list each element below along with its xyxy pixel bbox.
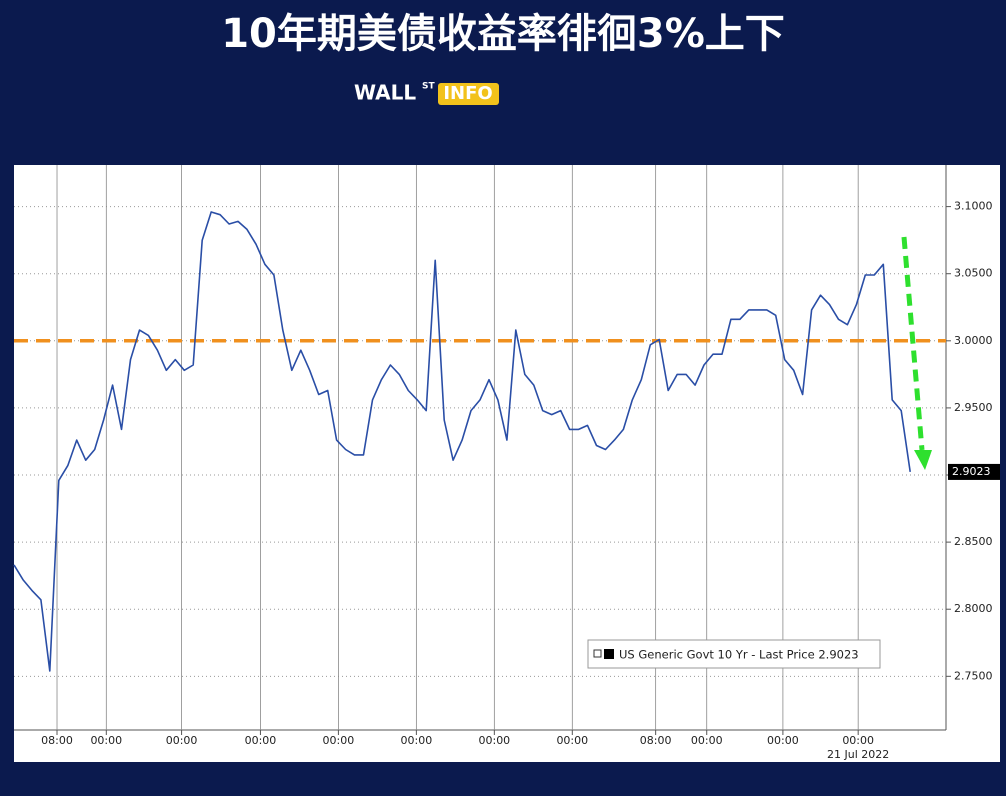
legend-label: US Generic Govt 10 Yr - Last Price 2.902… <box>619 648 859 662</box>
chart-panel <box>14 165 1000 762</box>
y-tick-label: 3.0500 <box>954 267 993 280</box>
logo-box-text: INFO <box>443 83 492 104</box>
chart-title: 10年期美债收益率徘徊3%上下 <box>221 11 785 57</box>
arrow-shaft <box>901 236 925 451</box>
legend-swatch <box>604 649 614 659</box>
x-tick-label: 00:00 <box>166 734 198 747</box>
x-tick-label: 00:00 <box>691 734 723 747</box>
x-tick-label: 00:00 <box>842 734 874 747</box>
x-tick-label: 00:00 <box>556 734 588 747</box>
last-value-box <box>948 463 1000 480</box>
arrow-head <box>914 450 932 470</box>
date-label: 21 Jul 2022 <box>827 748 889 761</box>
x-tick-label: 00:00 <box>90 734 122 747</box>
x-tick-label: 08:00 <box>640 734 672 747</box>
x-tick-label: 00:00 <box>323 734 355 747</box>
logo-main: WALL <box>354 81 416 105</box>
x-tick-label: 00:00 <box>767 734 799 747</box>
x-tick-label: 00:00 <box>478 734 510 747</box>
trend-arrow <box>901 236 932 470</box>
x-tick-label: 00:00 <box>401 734 433 747</box>
y-tick-label: 2.8000 <box>954 602 993 615</box>
logo-sup: ST <box>422 82 435 92</box>
legend-icon <box>593 649 602 658</box>
y-tick-label: 3.1000 <box>954 200 993 213</box>
y-tick-label: 2.7500 <box>954 669 993 682</box>
legend: US Generic Govt 10 Yr - Last Price 2.902… <box>587 639 881 669</box>
legend-box <box>587 639 881 669</box>
x-tick-label: 00:00 <box>245 734 277 747</box>
y-tick-label: 2.9500 <box>954 401 993 414</box>
y-tick-label: 2.8500 <box>954 535 993 548</box>
y-tick-label: 3.0000 <box>954 334 993 347</box>
x-tick-label: 08:00 <box>41 734 73 747</box>
last-value-label: 2.9023 <box>952 465 991 478</box>
logo: WALL ST INFO <box>354 81 499 105</box>
series-line <box>13 211 911 672</box>
logo-box <box>438 83 499 105</box>
